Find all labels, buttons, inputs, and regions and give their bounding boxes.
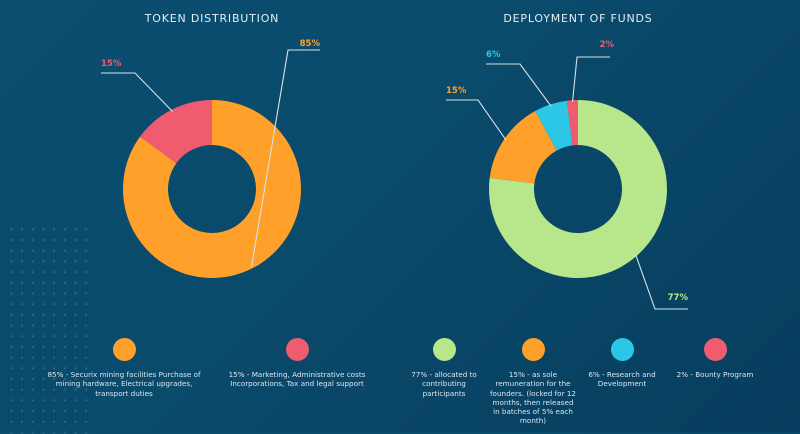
donut-deployment-of-funds: 77% 15% 6% 2% [446, 40, 689, 310]
slice-percent-label: 15% [101, 59, 122, 69]
slice-percent-label: 85% [300, 39, 321, 49]
donut-slice [566, 100, 578, 146]
legend-label: 85% - Securix mining facilities Purchase… [47, 370, 201, 398]
legend-item: 6% - Research and Development [582, 338, 662, 389]
slice-percent-label: 77% [668, 293, 689, 303]
legend-label: 15% - as sole remuneration for the found… [490, 370, 576, 426]
chart-title-token-distribution: TOKEN DISTRIBUTION [144, 12, 280, 25]
leader-line [250, 49, 320, 267]
leader-line [486, 63, 552, 107]
slice-percent-label: 2% [600, 40, 615, 50]
legend-label: 6% - Research and Development [588, 370, 656, 389]
leader-line [446, 99, 507, 141]
legend-item: 15% - Marketing, Administrative costs In… [218, 338, 376, 389]
legend-swatch [610, 338, 634, 361]
legend-label: 2% - Bounty Program [676, 370, 754, 379]
dot-grid-decoration [6, 224, 96, 434]
legend-label: 77% - allocated to contributing particip… [411, 370, 477, 398]
legend-item: 85% - Securix mining facilities Purchase… [44, 338, 204, 398]
legend-swatch [112, 338, 136, 361]
legend-item: 77% - allocated to contributing particip… [404, 338, 484, 398]
donut-slice [139, 100, 212, 164]
slice-percent-label: 6% [486, 50, 501, 60]
donut-slice [489, 111, 557, 184]
slice-percent-label: 15% [446, 86, 467, 96]
legend-swatch [285, 338, 309, 361]
legend-item: 15% - as sole remuneration for the found… [490, 338, 576, 426]
leader-line [571, 56, 610, 103]
leader-line [635, 254, 688, 310]
legend-item: 2% - Bounty Program [666, 338, 764, 379]
legend-swatch [703, 338, 727, 361]
legend-swatch [521, 338, 545, 361]
legend-label: 15% - Marketing, Administrative costs In… [228, 370, 366, 389]
chart-title-deployment-of-funds: DEPLOYMENT OF FUNDS [503, 12, 653, 25]
donut-slice [489, 100, 667, 278]
donut-token-distribution: 85% 15% [101, 39, 320, 278]
donut-slice [535, 100, 573, 151]
leader-line [101, 72, 173, 112]
donut-slice [123, 100, 302, 278]
legend-swatch [432, 338, 456, 361]
